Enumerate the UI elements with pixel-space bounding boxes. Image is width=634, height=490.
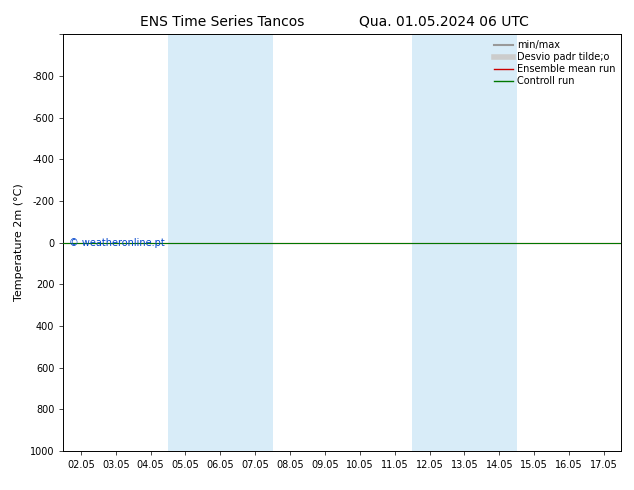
Text: Qua. 01.05.2024 06 UTC: Qua. 01.05.2024 06 UTC (359, 15, 529, 29)
Y-axis label: Temperature 2m (°C): Temperature 2m (°C) (15, 184, 24, 301)
Text: ENS Time Series Tancos: ENS Time Series Tancos (139, 15, 304, 29)
Bar (412, 34, 517, 451)
Legend: min/max, Desvio padr tilde;o, Ensemble mean run, Controll run: min/max, Desvio padr tilde;o, Ensemble m… (489, 36, 619, 90)
Bar (168, 34, 273, 451)
Text: © weatheronline.pt: © weatheronline.pt (69, 238, 165, 247)
